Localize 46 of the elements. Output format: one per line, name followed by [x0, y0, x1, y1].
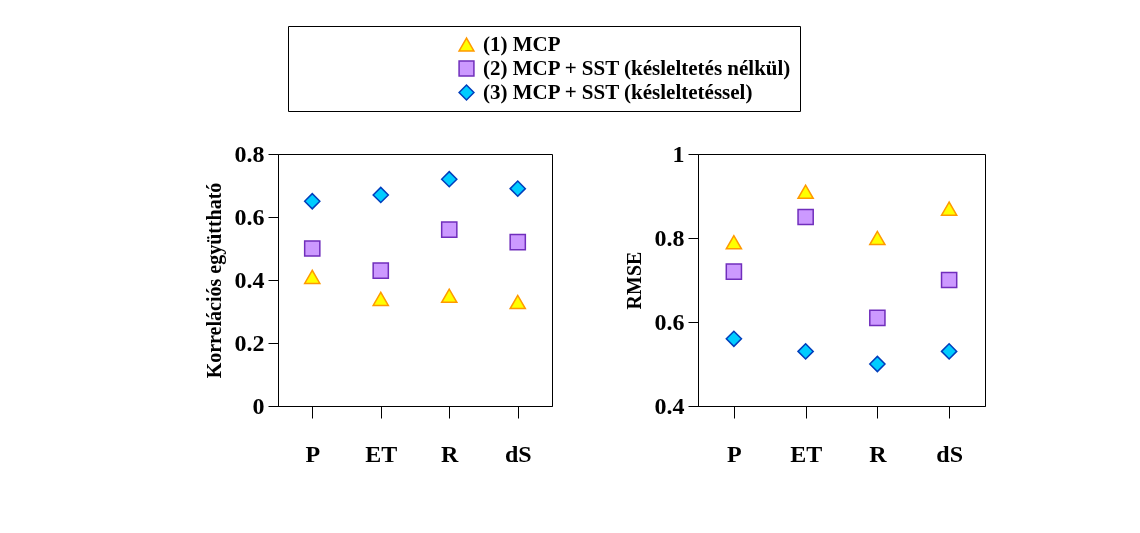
- x-tick-label: P: [727, 440, 742, 467]
- point: [440, 221, 458, 238]
- y-tick-label: 0.2: [234, 329, 265, 356]
- point: [940, 271, 958, 289]
- point: [303, 192, 321, 210]
- point: [725, 330, 743, 348]
- y-axis-title: Korrelációs együttható: [202, 182, 226, 379]
- legend-label: (3) MCP + SST (késleltetéssel): [483, 79, 753, 104]
- point: [372, 186, 390, 204]
- y-tick-label: 0.6: [234, 203, 265, 230]
- y-tick-label: 0.4: [234, 266, 265, 293]
- legend-label: (1) MCP: [483, 31, 561, 56]
- point: [303, 269, 321, 285]
- y-tick-label: 1: [672, 140, 685, 167]
- point: [372, 262, 390, 279]
- point: [797, 343, 814, 360]
- x-tick-label: R: [441, 440, 460, 467]
- point: [869, 355, 886, 373]
- x-tick-label: ET: [365, 440, 398, 467]
- x-tick-label: P: [305, 440, 321, 467]
- point: [303, 240, 321, 257]
- y-tick-label: 0.4: [654, 392, 685, 419]
- point: [725, 234, 743, 250]
- x-tick-label: dS: [504, 440, 532, 467]
- x-tick-label: ET: [790, 440, 823, 467]
- x-tick-label: R: [869, 440, 888, 467]
- point: [440, 288, 458, 304]
- point: [797, 184, 814, 200]
- y-tick-label: 0.8: [234, 140, 265, 167]
- point: [940, 201, 958, 216]
- point: [940, 343, 958, 360]
- point: [509, 180, 527, 197]
- y-axis-title: RMSE: [622, 251, 645, 310]
- point: [372, 291, 390, 307]
- point: [797, 208, 814, 226]
- point: [725, 263, 743, 280]
- y-tick-label: 0.8: [654, 224, 685, 251]
- y-tick-label: 0.6: [654, 308, 685, 335]
- y-tick-label: 0: [252, 392, 265, 419]
- point: [509, 233, 527, 251]
- point: [509, 294, 527, 310]
- legend-label: (2) MCP + SST (késleltetés nélkül): [483, 55, 791, 80]
- point: [869, 230, 886, 246]
- x-tick-label: dS: [936, 440, 963, 467]
- point: [440, 170, 458, 188]
- point: [869, 309, 886, 327]
